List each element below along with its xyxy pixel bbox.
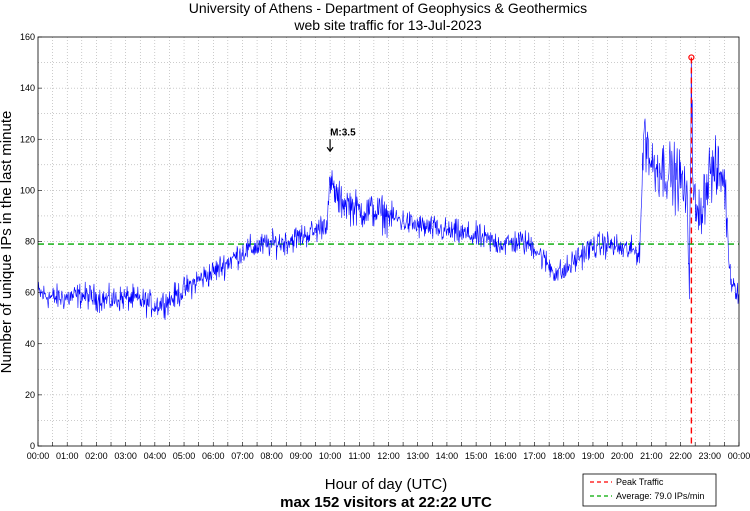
legend: Peak Traffic Average: 79.0 IPs/min — [582, 473, 717, 507]
x-tick-label: 14:00 — [436, 451, 459, 461]
y-tick-label: 140 — [20, 83, 35, 93]
y-tick-label: 40 — [25, 339, 35, 349]
x-tick-label: 03:00 — [114, 451, 137, 461]
x-tick-label: 12:00 — [377, 451, 400, 461]
traffic-series-line — [37, 57, 740, 321]
annotation-label: M:3.5 — [330, 127, 356, 138]
x-tick-label: 02:00 — [85, 451, 108, 461]
x-tick-label: 16:00 — [494, 451, 517, 461]
x-tick-label: 04:00 — [144, 451, 167, 461]
x-tick-label: 21:00 — [640, 451, 663, 461]
x-tick-label: 20:00 — [611, 451, 634, 461]
chart-subtitle: web site traffic for 13-Jul-2023 — [293, 17, 481, 33]
x-tick-label: 17:00 — [523, 451, 546, 461]
x-tick-label: 01:00 — [56, 451, 79, 461]
x-tick-label: 07:00 — [231, 451, 254, 461]
legend-average-label: Average: 79.0 IPs/min — [616, 491, 704, 501]
x-axis-label: Hour of day (UTC) — [325, 476, 448, 493]
plot-frame — [37, 36, 740, 447]
x-tick-label: 19:00 — [582, 451, 605, 461]
x-tick-label: 00:00 — [27, 451, 50, 461]
legend-peak-label: Peak Traffic — [616, 477, 664, 487]
y-tick-label: 0 — [30, 441, 35, 451]
chart-title: University of Athens - Department of Geo… — [189, 0, 587, 16]
x-tick-label: 15:00 — [465, 451, 488, 461]
y-tick-label: 120 — [20, 134, 35, 144]
x-tick-label: 23:00 — [699, 451, 722, 461]
y-axis-label: Number of unique IPs in the last minute — [0, 111, 15, 374]
y-tick-label: 60 — [25, 288, 35, 298]
x-tick-label: 05:00 — [173, 451, 196, 461]
peak-marker — [688, 54, 695, 61]
x-tick-label: 13:00 — [406, 451, 429, 461]
x-tick-label: 08:00 — [260, 451, 283, 461]
x-tick-label: 10:00 — [319, 451, 342, 461]
x-tick-label: 09:00 — [290, 451, 313, 461]
x-tick-label: 11:00 — [348, 451, 370, 461]
footer-max-visitors: max 152 visitors at 22:22 UTC — [280, 494, 492, 511]
y-tick-label: 100 — [20, 185, 35, 195]
y-axis: 0 20 40 60 80 100 120 140 160 — [20, 32, 42, 451]
y-tick-label: 160 — [20, 32, 35, 42]
x-tick-label: 00:00 — [728, 451, 750, 461]
y-tick-label: 80 — [25, 237, 35, 247]
y-tick-label: 20 — [25, 390, 35, 400]
annotation-arrowhead — [326, 146, 334, 153]
x-axis: 00:00 01:00 02:00 03:00 04:00 05:00 06:00 07:00… — [27, 442, 750, 461]
x-tick-label: 06:00 — [202, 451, 225, 461]
legend-box — [582, 473, 717, 507]
x-tick-label: 18:00 — [552, 451, 575, 461]
x-tick-label: 22:00 — [669, 451, 692, 461]
